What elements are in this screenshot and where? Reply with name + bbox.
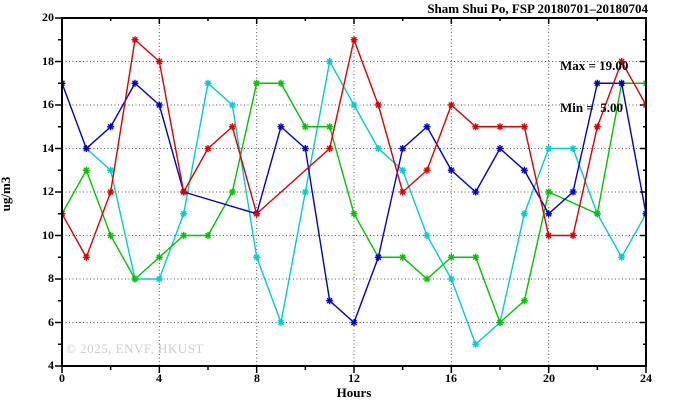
stats-annotation: Max = 19.00 Min = 5.00 (560, 31, 628, 143)
y-axis-label: ug/m3 (0, 176, 13, 212)
y-tick-label: 12 (42, 184, 54, 198)
y-tick-label: 10 (42, 228, 54, 242)
min-value-label: Min = 5.00 (560, 100, 624, 115)
y-tick-label: 18 (42, 54, 54, 68)
y-tick-label: 8 (48, 271, 54, 285)
x-tick-label: 4 (156, 371, 162, 385)
max-value-label: Max = 19.00 (560, 58, 629, 73)
x-tick-label: 12 (348, 371, 360, 385)
chart-title: Sham Shui Po, FSP 20180701–20180704 (427, 1, 648, 16)
watermark: © 2025, ENVF, HKUST (66, 341, 204, 356)
x-tick-label: 8 (254, 371, 260, 385)
x-tick-label: 0 (59, 371, 65, 385)
y-tick-label: 4 (48, 358, 54, 372)
x-tick-label: 20 (543, 371, 555, 385)
x-axis-label: Hours (336, 385, 372, 400)
y-tick-label: 16 (42, 97, 54, 111)
y-tick-label: 6 (48, 315, 54, 329)
x-tick-label: 16 (445, 371, 457, 385)
y-tick-label: 14 (42, 141, 54, 155)
x-tick-label: 24 (640, 371, 652, 385)
y-tick-label: 20 (42, 10, 54, 24)
